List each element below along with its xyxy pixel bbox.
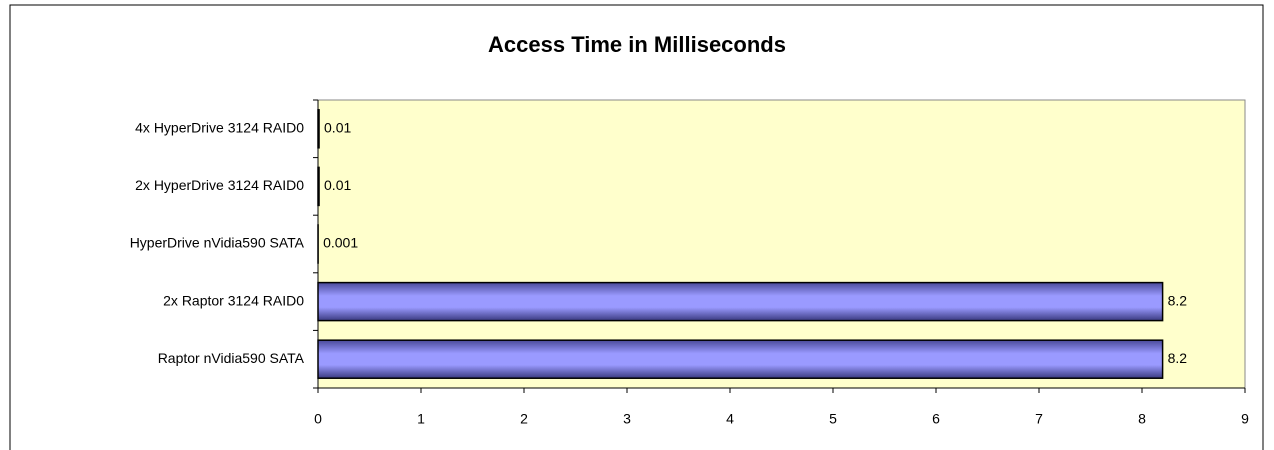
- y-tick-label: 2x Raptor 3124 RAID0: [163, 292, 304, 308]
- value-label: 8.2: [1168, 350, 1188, 366]
- x-tick-label: 5: [829, 411, 837, 427]
- x-tick-label: 7: [1035, 411, 1043, 427]
- x-tick-label: 0: [314, 411, 322, 427]
- value-label: 0.01: [324, 120, 351, 136]
- y-tick-label: 2x HyperDrive 3124 RAID0: [135, 177, 304, 193]
- y-tick-label: 4x HyperDrive 3124 RAID0: [135, 120, 304, 136]
- x-tick-label: 8: [1138, 411, 1146, 427]
- bar: [317, 281, 1164, 322]
- x-tick-label: 2: [520, 411, 528, 427]
- value-label: 8.2: [1168, 292, 1188, 308]
- value-label: 0.01: [324, 177, 351, 193]
- x-tick-label: 3: [623, 411, 631, 427]
- x-tick-label: 6: [932, 411, 940, 427]
- x-tick-label: 1: [417, 411, 425, 427]
- chart-title: Access Time in Milliseconds: [488, 32, 786, 57]
- bar: [317, 339, 1164, 379]
- x-tick-label: 4: [726, 411, 734, 427]
- y-tick-label: HyperDrive nVidia590 SATA: [130, 235, 305, 251]
- value-label: 0.001: [323, 235, 358, 251]
- x-tick-label: 9: [1241, 411, 1249, 427]
- bar: [317, 166, 320, 207]
- bar: [317, 109, 320, 149]
- y-tick-label: Raptor nVidia590 SATA: [158, 350, 305, 366]
